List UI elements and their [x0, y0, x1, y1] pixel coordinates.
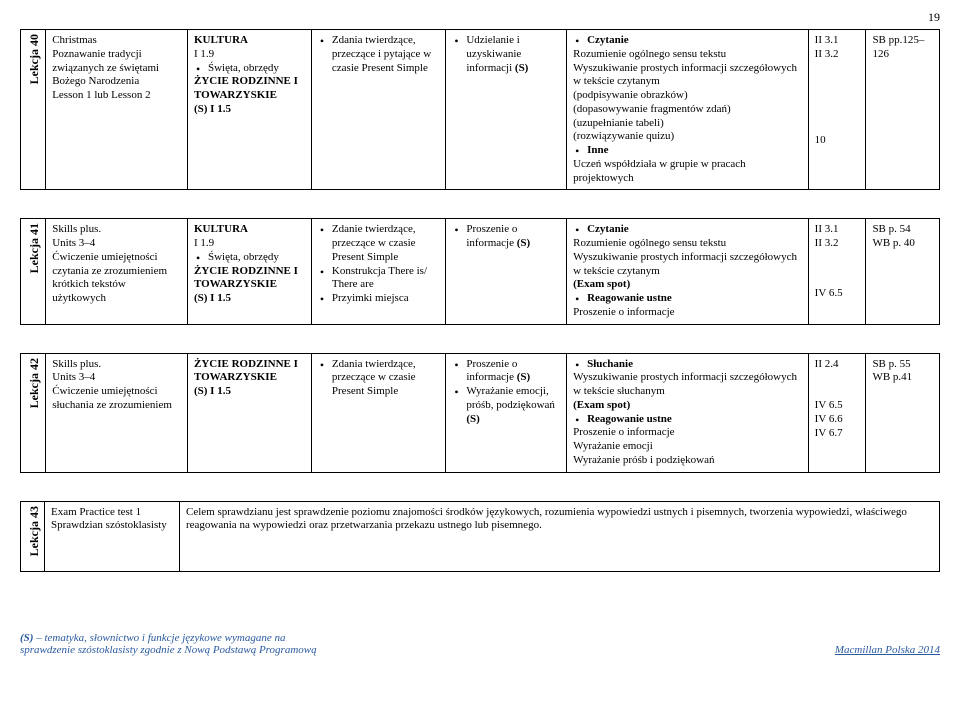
lesson-42-sb: SB p. 55 WB p.41 — [866, 353, 940, 472]
lesson-41-udz: Proszenie o informacje (S) — [446, 219, 567, 324]
footer-right: Macmillan Polska 2014 — [835, 644, 940, 656]
kultura-title: KULTURA — [194, 223, 248, 235]
kultura-code: I 1.9 — [194, 237, 214, 249]
zdania-b3: Przyimki miejsca — [318, 292, 439, 306]
lesson-43-table: Lekcja 43 Exam Practice test 1 Sprawdzia… — [20, 501, 940, 572]
lesson-42-zdania: Zdania twierdzące, przeczące w czasie Pr… — [311, 353, 445, 472]
sb1: SB p. 54 — [872, 223, 933, 237]
code2: II 3.2 — [815, 48, 860, 62]
lesson-41-label: Lekcja 41 — [27, 223, 42, 273]
lesson-42-topic: Skills plus. Units 3–4 Ćwiczenie umiejęt… — [46, 353, 188, 472]
page-number: 19 — [20, 10, 940, 25]
sluch-t2: Proszenie o informacje Wyrażanie emocji … — [573, 426, 802, 467]
code1: II 3.1 — [815, 223, 860, 237]
sb2: WB p. 40 — [872, 237, 933, 251]
zycie-code: (S) I 1.5 — [194, 292, 231, 304]
code2: II 3.2 — [815, 237, 860, 251]
czyt-t2: Proszenie o informacje — [573, 306, 802, 320]
czyt-t1: Rozumienie ogólnego sensu tekstu Wyszuki… — [573, 48, 802, 144]
lesson-41-zdania: Zdanie twierdzące, przeczące w czasie Pr… — [311, 219, 445, 324]
zycie-code: (S) I 1.5 — [194, 385, 231, 397]
lesson-41-czyt: Czytanie Rozumienie ogólnego sensu tekst… — [567, 219, 809, 324]
lesson-42-codes: II 2.4 IV 6.5 IV 6.6 IV 6.7 — [808, 353, 866, 472]
lesson-41-sb: SB p. 54 WB p. 40 — [866, 219, 940, 324]
lesson-42-table: Lekcja 42 Skills plus. Units 3–4 Ćwiczen… — [20, 353, 940, 473]
czyt-b2: Reagowanie ustne — [587, 292, 672, 304]
page-footer: (S) – tematyka, słownictwo i funkcje jęz… — [20, 632, 940, 656]
code3: 10 — [815, 134, 860, 148]
lesson-41-table: Lekcja 41 Skills plus. Units 3–4 Ćwiczen… — [20, 218, 940, 324]
kultura-title: KULTURA — [194, 34, 248, 46]
lesson-40-label: Lekcja 40 — [27, 34, 42, 84]
kultura-bullet: Święta, obrzędy — [194, 251, 305, 265]
zdania-bullet: Zdania twierdzące, przeczące w czasie Pr… — [318, 358, 439, 399]
czyt-t2: Uczeń współdziała w grupie w pracach pro… — [573, 158, 802, 186]
code2: IV 6.5 — [815, 399, 860, 413]
code3: IV 6.5 — [815, 287, 860, 301]
lesson-41-label-cell: Lekcja 41 — [21, 219, 46, 324]
code1: II 2.4 — [815, 358, 860, 372]
sluch-b2: Reagowanie ustne — [587, 413, 672, 425]
code4: IV 6.7 — [815, 427, 860, 441]
lesson-43-goal: Celem sprawdzianu jest sprawdzenie pozio… — [180, 501, 940, 571]
lesson-40-table: Lekcja 40 Christmas Poznawanie tradycji … — [20, 29, 940, 190]
lesson-40-udz: Udzielanie i uzyskiwanie informacji (S) — [446, 30, 567, 190]
lesson-40-topic: Christmas Poznawanie tradycji związanych… — [46, 30, 188, 190]
czyt-t1: Rozumienie ogólnego sensu tekstuWyszukiw… — [573, 237, 802, 292]
zycie-code: (S) I 1.5 — [194, 103, 231, 115]
zdania-b2: Konstrukcja There is/ There are — [318, 265, 439, 293]
lesson-43-topic: Exam Practice test 1 Sprawdzian szóstokl… — [45, 501, 180, 571]
zdania-bullet: Zdania twierdzące, przeczące i pytające … — [318, 34, 439, 75]
lesson-40-sb: SB pp.125–126 — [866, 30, 940, 190]
lesson-42-zycie: ŻYCIE RODZINNE I TOWARZYSKIE (S) I 1.5 — [187, 353, 311, 472]
sluch-t1: Wyszukiwanie prostych informacji szczegó… — [573, 371, 802, 412]
lesson-40-label-cell: Lekcja 40 — [21, 30, 46, 190]
sluch-b1: Słuchanie — [587, 358, 633, 370]
lesson-42-udz: Proszenie o informacje (S) Wyrażanie emo… — [446, 353, 567, 472]
sb-ref: SB pp.125–126 — [872, 34, 933, 62]
lesson-41-codes: II 3.1 II 3.2 IV 6.5 — [808, 219, 866, 324]
footer-l2: sprawdzenie szóstoklasisty zgodnie z Now… — [20, 644, 317, 656]
code1: II 3.1 — [815, 34, 860, 48]
zdania-b1: Zdanie twierdzące, przeczące w czasie Pr… — [318, 223, 439, 264]
kultura-code: I 1.9 — [194, 48, 214, 60]
czyt-b1: Czytanie — [587, 223, 629, 235]
udz-b2: Wyrażanie emocji, próśb, podziękowań (S) — [466, 385, 555, 425]
udz-text: Proszenie o informacje (S) — [466, 223, 530, 249]
lesson-42-sluch: Słuchanie Wyszukiwanie prostych informac… — [567, 353, 809, 472]
sb1: SB p. 55 — [872, 358, 933, 372]
lesson-40-codes: II 3.1 II 3.2 10 — [808, 30, 866, 190]
czyt-b1: Czytanie — [587, 34, 629, 46]
lesson-43-label-cell: Lekcja 43 — [21, 501, 45, 571]
lesson-41-topic: Skills plus. Units 3–4 Ćwiczenie umiejęt… — [46, 219, 188, 324]
zycie-title: ŻYCIE RODZINNE I TOWARZYSKIE — [194, 75, 298, 101]
lesson-43-label: Lekcja 43 — [27, 506, 42, 556]
czyt-b2: Inne — [587, 144, 608, 156]
code3: IV 6.6 — [815, 413, 860, 427]
kultura-bullet: Święta, obrzędy — [194, 62, 305, 76]
lesson-40-zdania: Zdania twierdzące, przeczące i pytające … — [311, 30, 445, 190]
footer-s: (S) — [20, 632, 33, 644]
lesson-42-label-cell: Lekcja 42 — [21, 353, 46, 472]
lesson-40-czyt: Czytanie Rozumienie ogólnego sensu tekst… — [567, 30, 809, 190]
lesson-41-kultura: KULTURA I 1.9 Święta, obrzędy ŻYCIE RODZ… — [187, 219, 311, 324]
lesson-40-kultura: KULTURA I 1.9 Święta, obrzędy ŻYCIE RODZ… — [187, 30, 311, 190]
zycie-title: ŻYCIE RODZINNE I TOWARZYSKIE — [194, 265, 298, 291]
zycie-title: ŻYCIE RODZINNE I TOWARZYSKIE — [194, 358, 298, 384]
footer-left: (S) – tematyka, słownictwo i funkcje jęz… — [20, 632, 317, 656]
udz-text: Udzielanie i uzyskiwanie informacji (S) — [466, 34, 528, 74]
sb2: WB p.41 — [872, 371, 933, 385]
footer-l1: – tematyka, słownictwo i funkcje językow… — [33, 632, 285, 644]
lesson-42-label: Lekcja 42 — [27, 358, 42, 408]
udz-b1: Proszenie o informacje (S) — [466, 358, 530, 384]
